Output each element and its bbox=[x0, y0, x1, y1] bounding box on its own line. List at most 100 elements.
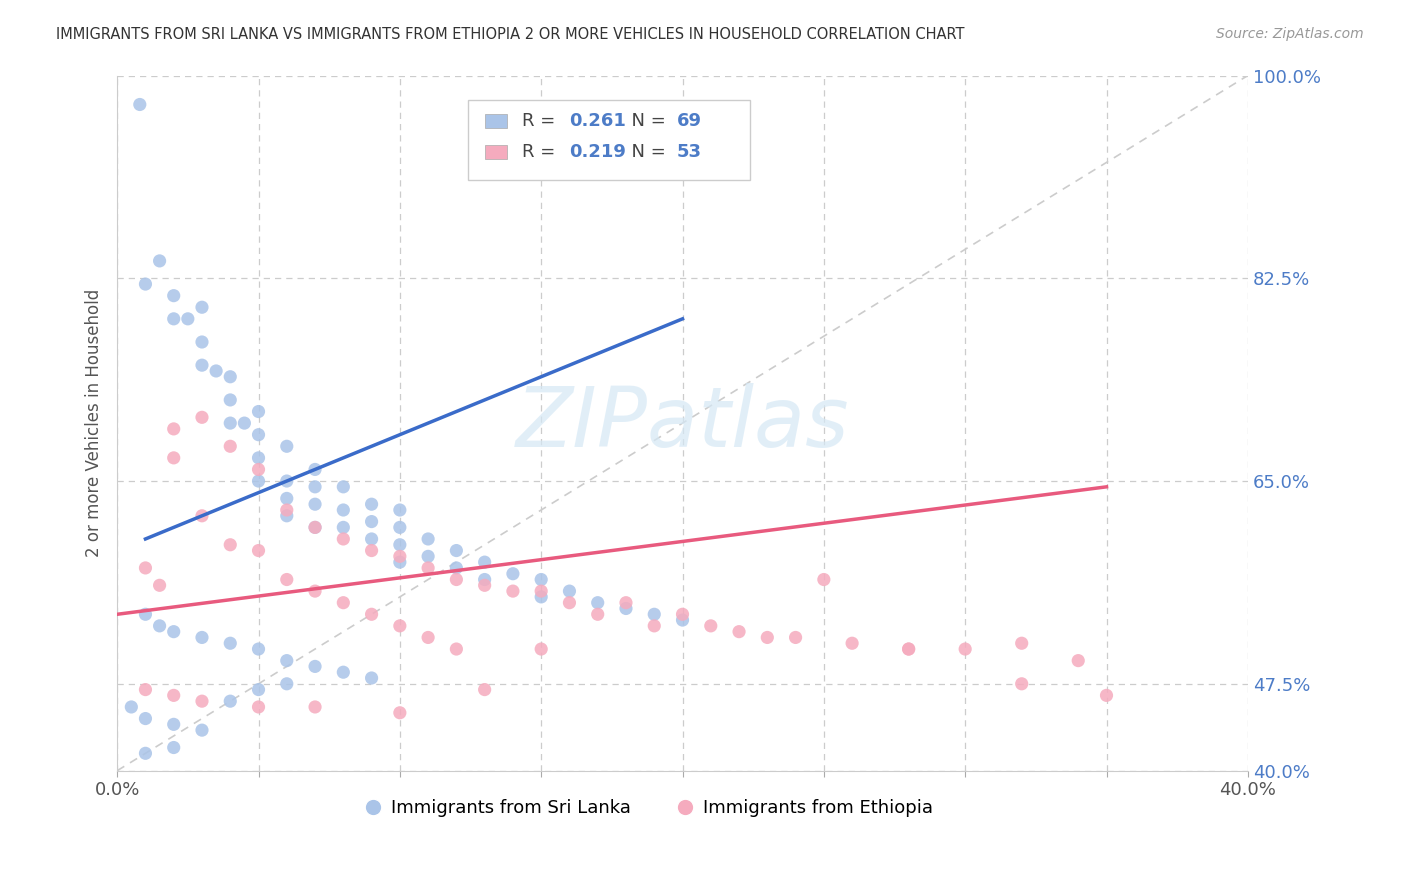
Point bbox=[474, 573, 496, 587]
Point bbox=[163, 422, 186, 436]
Point bbox=[1095, 689, 1118, 703]
Point bbox=[388, 555, 411, 569]
Point bbox=[247, 462, 270, 476]
Point bbox=[304, 700, 326, 714]
Point bbox=[332, 596, 354, 610]
Point bbox=[953, 642, 976, 657]
Point bbox=[219, 439, 242, 453]
Point bbox=[191, 300, 214, 314]
Point bbox=[120, 700, 142, 714]
Point bbox=[191, 334, 214, 349]
Point bbox=[474, 682, 496, 697]
Point bbox=[446, 543, 468, 558]
Point bbox=[163, 450, 186, 465]
Bar bbox=[485, 114, 508, 128]
Point bbox=[586, 607, 609, 622]
Point bbox=[304, 462, 326, 476]
Point bbox=[502, 566, 524, 581]
Point bbox=[128, 97, 150, 112]
Point bbox=[134, 607, 156, 622]
Point bbox=[304, 520, 326, 534]
Point bbox=[558, 584, 581, 599]
Point bbox=[163, 624, 186, 639]
Point bbox=[247, 404, 270, 418]
Point bbox=[276, 474, 298, 488]
Point bbox=[205, 364, 228, 378]
Point bbox=[304, 659, 326, 673]
Point bbox=[219, 636, 242, 650]
Point bbox=[416, 549, 439, 564]
Point bbox=[163, 689, 186, 703]
Point bbox=[360, 532, 382, 546]
Point bbox=[388, 520, 411, 534]
Point bbox=[247, 427, 270, 442]
Point bbox=[332, 520, 354, 534]
Point bbox=[276, 654, 298, 668]
Point bbox=[191, 410, 214, 425]
Text: IMMIGRANTS FROM SRI LANKA VS IMMIGRANTS FROM ETHIOPIA 2 OR MORE VEHICLES IN HOUS: IMMIGRANTS FROM SRI LANKA VS IMMIGRANTS … bbox=[56, 27, 965, 42]
Point bbox=[304, 497, 326, 511]
Point bbox=[276, 508, 298, 523]
Text: R =: R = bbox=[522, 143, 561, 161]
Point bbox=[388, 706, 411, 720]
Point bbox=[191, 631, 214, 645]
Point bbox=[502, 584, 524, 599]
Point bbox=[304, 520, 326, 534]
Point bbox=[134, 561, 156, 575]
Point bbox=[149, 253, 172, 268]
Point bbox=[134, 277, 156, 291]
Point bbox=[388, 503, 411, 517]
Point bbox=[558, 596, 581, 610]
Point bbox=[671, 613, 693, 627]
Point bbox=[360, 497, 382, 511]
Point bbox=[219, 538, 242, 552]
Point bbox=[728, 624, 751, 639]
Y-axis label: 2 or more Vehicles in Household: 2 or more Vehicles in Household bbox=[86, 289, 103, 558]
Point bbox=[332, 665, 354, 680]
Text: 0.219: 0.219 bbox=[569, 143, 626, 161]
Point bbox=[247, 682, 270, 697]
Point bbox=[219, 369, 242, 384]
Point bbox=[897, 642, 920, 657]
Point bbox=[276, 573, 298, 587]
Bar bbox=[485, 145, 508, 159]
Point bbox=[332, 532, 354, 546]
Point bbox=[247, 474, 270, 488]
Point bbox=[163, 717, 186, 731]
Point bbox=[149, 578, 172, 592]
Point bbox=[388, 619, 411, 633]
Text: R =: R = bbox=[522, 112, 561, 129]
Point bbox=[332, 503, 354, 517]
Point bbox=[530, 590, 553, 604]
Text: N =: N = bbox=[620, 112, 672, 129]
Point bbox=[134, 682, 156, 697]
Point bbox=[841, 636, 863, 650]
Point bbox=[191, 723, 214, 738]
Text: 53: 53 bbox=[676, 143, 702, 161]
Point bbox=[530, 584, 553, 599]
Point bbox=[614, 596, 637, 610]
Point bbox=[474, 578, 496, 592]
Point bbox=[586, 596, 609, 610]
Point bbox=[360, 671, 382, 685]
Legend: Immigrants from Sri Lanka, Immigrants from Ethiopia: Immigrants from Sri Lanka, Immigrants fr… bbox=[357, 792, 941, 824]
Text: 69: 69 bbox=[676, 112, 702, 129]
Point bbox=[247, 450, 270, 465]
Point bbox=[233, 416, 256, 430]
Point bbox=[416, 561, 439, 575]
Point bbox=[191, 508, 214, 523]
Point bbox=[897, 642, 920, 657]
Point bbox=[360, 515, 382, 529]
Point bbox=[276, 677, 298, 691]
FancyBboxPatch shape bbox=[468, 100, 751, 180]
Point bbox=[1011, 636, 1033, 650]
Point bbox=[276, 439, 298, 453]
Point bbox=[304, 584, 326, 599]
Point bbox=[276, 503, 298, 517]
Point bbox=[530, 642, 553, 657]
Point bbox=[530, 573, 553, 587]
Point bbox=[276, 491, 298, 506]
Point bbox=[247, 642, 270, 657]
Point bbox=[614, 601, 637, 615]
Text: ZIPatlas: ZIPatlas bbox=[516, 383, 849, 464]
